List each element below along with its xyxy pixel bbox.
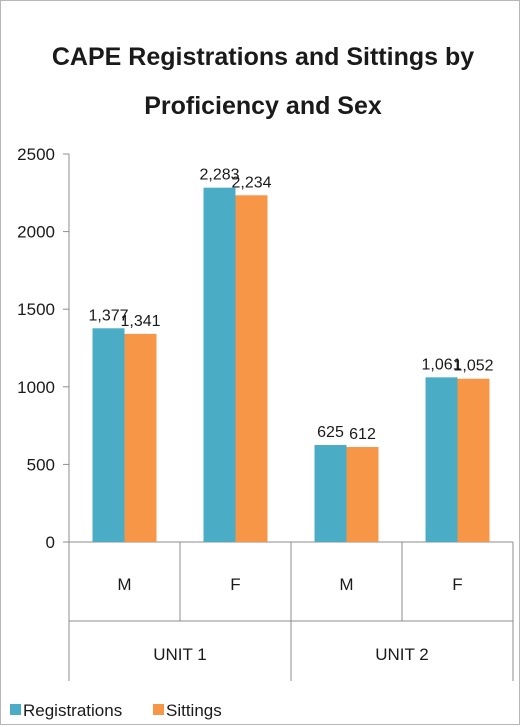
data-label: 1,377 [88, 307, 128, 324]
x-category-label: F [452, 575, 462, 594]
bar-sittings [235, 195, 268, 542]
bar-registrations [203, 187, 236, 542]
data-label: 2,234 [231, 174, 271, 191]
legend-swatch-registrations [10, 704, 21, 715]
x-group-label: UNIT 2 [375, 645, 429, 664]
legend-swatch-sittings [153, 704, 164, 715]
bar-sittings [346, 447, 379, 542]
x-group-label: UNIT 1 [153, 645, 207, 664]
data-label: 1,052 [453, 358, 493, 375]
bar-registrations [92, 328, 125, 542]
bar-registrations [314, 445, 347, 542]
y-tick-label: 2500 [17, 145, 55, 164]
y-tick-label: 2000 [17, 223, 55, 242]
data-label: 1,341 [120, 313, 160, 330]
y-tick-label: 0 [46, 533, 55, 552]
bar-sittings [124, 333, 157, 542]
x-category-label: F [230, 575, 240, 594]
legend-label: Sittings [166, 701, 222, 720]
y-tick-label: 1500 [17, 300, 55, 319]
data-label: 612 [349, 426, 376, 443]
chart-title: CAPE Registrations and Sittings by Profi… [52, 43, 474, 120]
bar-sittings [457, 378, 490, 542]
chart-title-line-2: Proficiency and Sex [144, 92, 382, 120]
chart-title-line-1: CAPE Registrations and Sittings by [52, 43, 474, 71]
y-tick-label: 500 [27, 455, 55, 474]
x-category-label: M [117, 575, 131, 594]
x-category-label: M [339, 575, 353, 594]
y-tick-label: 1000 [17, 378, 55, 397]
data-label: 1,061 [421, 356, 461, 373]
bar-registrations [425, 377, 458, 542]
data-label: 2,283 [199, 167, 239, 184]
data-label: 625 [317, 424, 344, 441]
legend-label: Registrations [23, 701, 122, 720]
legend: Registrations Sittings [10, 701, 222, 720]
